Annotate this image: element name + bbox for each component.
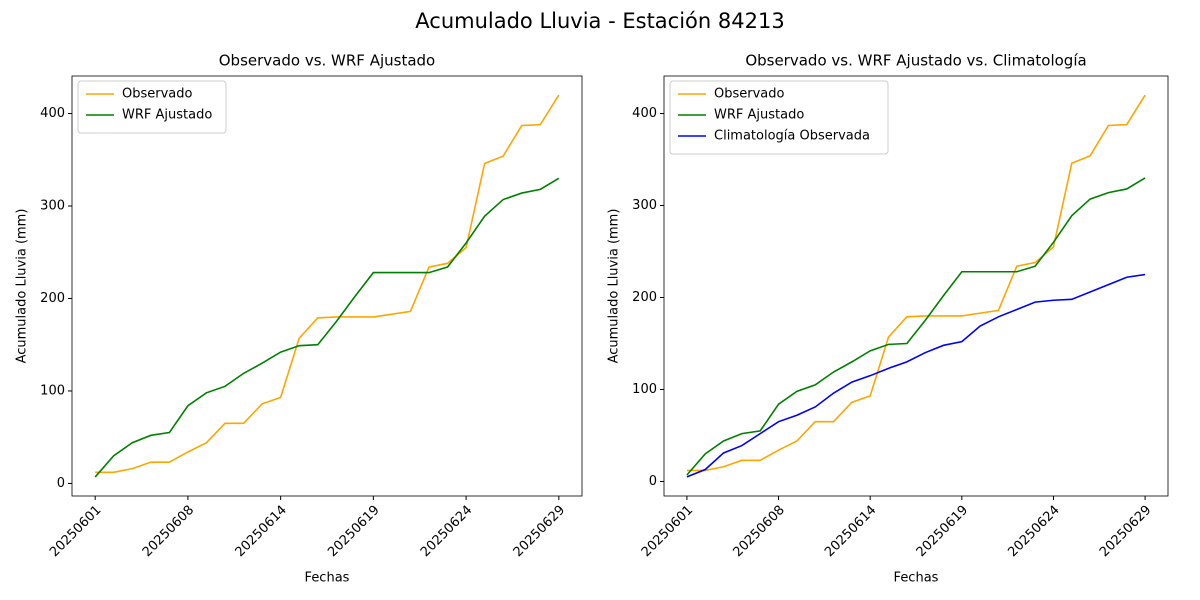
x-tick-label: 20250629 [511, 503, 568, 560]
chart-title: Observado vs. WRF Ajustado [219, 52, 435, 70]
y-tick-label: 400 [40, 106, 65, 121]
line-series [95, 94, 560, 474]
x-tick-label: 20250608 [730, 503, 787, 560]
x-tick-label: 20250601 [47, 503, 104, 560]
x-axis-label: Fechas [894, 571, 939, 586]
x-tick-label: 20250619 [325, 503, 382, 560]
line-series [94, 177, 560, 478]
legend-label: Observado [122, 87, 193, 102]
line-series [686, 94, 1146, 472]
legend-label: WRF Ajustado [714, 108, 804, 123]
y-tick-label: 300 [40, 199, 65, 214]
y-tick-label: 300 [632, 198, 657, 213]
figure-title: Acumulado Lluvia - Estación 84213 [415, 9, 784, 33]
x-tick-label: 20250608 [140, 503, 197, 560]
legend-label: WRF Ajustado [122, 108, 212, 123]
chart-title: Observado vs. WRF Ajustado vs. Climatolo… [745, 52, 1086, 70]
legend-box [669, 80, 889, 155]
y-tick-label: 0 [57, 476, 65, 491]
axes-frame [663, 75, 1169, 497]
axes-frame [71, 75, 583, 497]
x-tick-label: 20250601 [639, 503, 696, 560]
y-tick-label: 200 [40, 291, 65, 306]
y-tick-label: 100 [40, 383, 65, 398]
y-tick-label: 100 [632, 382, 657, 397]
x-tick-label: 20250619 [914, 503, 971, 560]
legend-label: Observado [714, 87, 785, 102]
x-tick-label: 20250624 [418, 503, 475, 560]
line-series [686, 273, 1146, 478]
x-axis-label: Fechas [305, 571, 350, 586]
x-tick-label: 20250629 [1097, 503, 1154, 560]
legend-box [77, 80, 227, 134]
y-axis-label: Acumulado Lluvia (mm) [607, 209, 622, 364]
x-tick-label: 20250624 [1005, 503, 1062, 560]
y-tick-label: 0 [649, 474, 657, 489]
y-axis-label: Acumulado Lluvia (mm) [15, 209, 30, 364]
legend-label: Climatología Observada [714, 129, 870, 144]
y-tick-label: 400 [632, 106, 657, 121]
line-series [686, 177, 1146, 476]
y-tick-label: 200 [632, 290, 657, 305]
x-tick-label: 20250614 [233, 503, 290, 560]
x-tick-label: 20250614 [822, 503, 879, 560]
